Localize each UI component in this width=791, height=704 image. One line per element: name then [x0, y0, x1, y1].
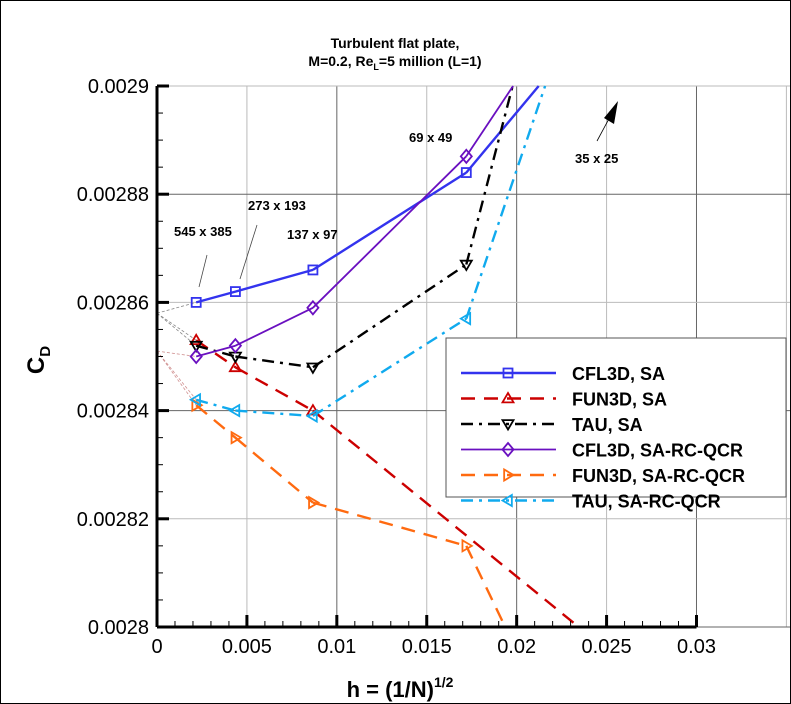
series-line — [195, 85, 547, 418]
arrow-head-icon — [604, 101, 618, 124]
x-tick-label: 0.03 — [677, 636, 716, 658]
chart-title-line1: Turbulent flat plate, — [331, 35, 460, 51]
y-tick-label: 0.0028 — [88, 617, 149, 639]
data-point — [230, 430, 243, 445]
data-point — [191, 398, 204, 413]
x-tick-label: 0.02 — [497, 636, 536, 658]
extrapolation-line — [156, 350, 197, 406]
data-point — [230, 286, 241, 297]
data-point — [459, 311, 472, 326]
legend-entry: CFL3D, SA — [461, 364, 665, 384]
data-point — [460, 167, 472, 178]
legend-label: CFL3D, SA-RC-QCR — [572, 441, 743, 461]
y-tick-label: 0.00288 — [77, 184, 149, 206]
legend-marker — [503, 467, 516, 483]
data-point — [308, 495, 321, 510]
grid-annotations: 545 x 385 273 x 193 137 x 97 69 x 49 35 … — [174, 101, 618, 288]
legend-marker — [501, 441, 515, 458]
data-point — [189, 332, 204, 346]
legend-marker — [500, 419, 516, 432]
annotation-69x49: 69 x 49 — [409, 130, 452, 145]
legend-entry: TAU, SA-RC-QCR — [461, 492, 721, 512]
annotation-273x193: 273 x 193 — [248, 198, 306, 213]
legend-entry: TAU, SA — [461, 415, 643, 435]
data-point — [190, 296, 202, 308]
leader-545x385 — [198, 254, 208, 288]
series-cfl3d-sa-rc-qcr — [189, 85, 514, 365]
y-tick-label: 0.00284 — [77, 401, 149, 423]
legend-marker — [500, 391, 516, 404]
series-tau-sa-rc-qcr — [188, 85, 547, 424]
extrapolation-lines — [156, 302, 197, 406]
legend-label: TAU, SA-RC-QCR — [572, 492, 721, 512]
legend-entry: FUN3D, SA-RC-QCR — [461, 466, 745, 486]
data-point — [228, 360, 243, 373]
series-cfl3d-sa — [190, 85, 540, 308]
extrapolation-line — [156, 350, 197, 357]
x-axis-label: h = (1/N)1/2 — [347, 674, 454, 702]
annotation-545x385: 545 x 385 — [174, 224, 232, 239]
legend-marker — [500, 493, 513, 508]
y-tick-label: 0.0029 — [88, 76, 149, 98]
series-line — [195, 85, 540, 304]
y-axis-label: CD — [23, 346, 54, 374]
data-point — [459, 148, 473, 165]
y-tick-label: 0.00286 — [77, 292, 149, 314]
x-tick-label: 0 — [151, 636, 162, 658]
chart-title-line2: M=0.2, ReL=5 million (L=1) — [308, 53, 481, 72]
annotation-137x97: 137 x 97 — [287, 227, 338, 242]
data-point — [307, 264, 319, 276]
series-fun3d-sa-rc-qcr — [191, 398, 507, 628]
series-group — [188, 85, 580, 628]
legend-label: CFL3D, SA — [572, 364, 665, 384]
data-point — [305, 408, 318, 424]
axes: 0 0.005 0.01 0.015 0.02 0.025 0.03 0.0028 0.0028… — [77, 76, 716, 658]
y-tick-label: 0.00282 — [77, 509, 149, 531]
legend-label: TAU, SA — [572, 415, 643, 435]
annotation-35x25: 35 x 25 — [575, 151, 618, 166]
extrapolation-line — [156, 350, 197, 401]
extrapolation-line — [156, 302, 197, 314]
x-tick-label: 0.01 — [317, 636, 356, 658]
data-point — [189, 340, 204, 353]
x-tick-label: 0.025 — [582, 636, 632, 658]
data-point — [189, 348, 203, 365]
data-point — [188, 392, 201, 407]
data-point — [228, 403, 241, 418]
data-point — [305, 362, 320, 375]
legend-box — [445, 337, 787, 498]
legend-marker — [502, 367, 514, 379]
series-fun3d-sa — [189, 332, 580, 628]
data-point — [305, 403, 320, 416]
legend-entry: FUN3D, SA — [461, 390, 667, 410]
series-line — [195, 404, 507, 628]
legend-label: FUN3D, SA — [572, 390, 667, 410]
legend: CFL3D, SA FUN3D, SA TAU, SA CFL3D, SA-RC-QC… — [445, 337, 787, 512]
x-tick-label: 0.005 — [222, 636, 272, 658]
extrapolation-line — [156, 312, 197, 346]
data-point — [306, 299, 320, 316]
x-tick-label: 0.015 — [402, 636, 452, 658]
data-point — [228, 337, 243, 354]
series-line — [195, 85, 514, 358]
legend-label: FUN3D, SA-RC-QCR — [572, 466, 745, 486]
legend-entry: CFL3D, SA-RC-QCR — [461, 441, 743, 461]
data-point — [461, 538, 474, 553]
extrapolation-line — [156, 312, 197, 341]
data-point — [459, 259, 474, 272]
leader-273x193 — [239, 224, 258, 280]
